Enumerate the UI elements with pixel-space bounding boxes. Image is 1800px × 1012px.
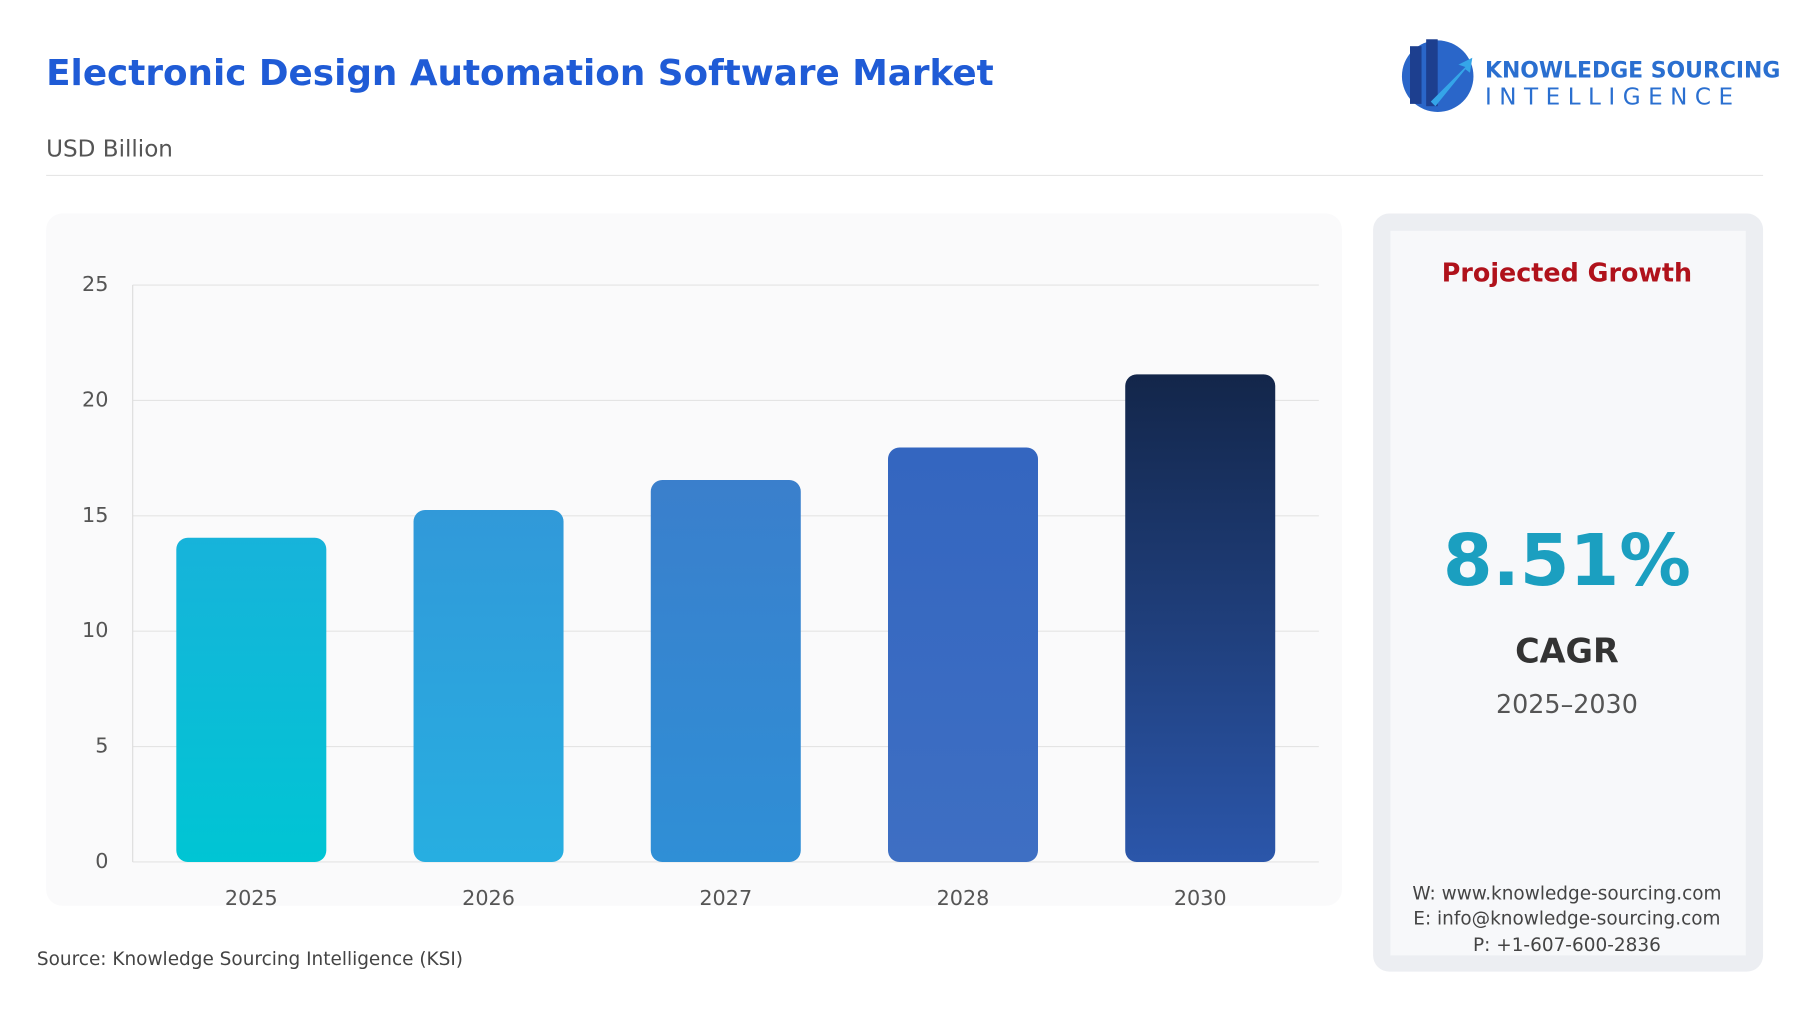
source: Source: Knowledge Sourcing Intelligence …	[37, 949, 463, 970]
y-tick-label: 10	[82, 618, 108, 642]
cagr-label: CAGR	[1515, 632, 1619, 671]
contact: W: www.knowledge-sourcing.com	[1412, 883, 1721, 904]
y-tick-label: 15	[82, 503, 108, 527]
y-tick-label: 0	[95, 849, 108, 873]
contact: P: +1-607-600-2836	[1473, 935, 1661, 956]
bar	[650, 480, 801, 862]
bar	[888, 447, 1038, 862]
cagr-value: 8.51%	[1443, 519, 1691, 602]
contact: E: info@knowledge-sourcing.com	[1413, 909, 1720, 930]
logo: KNOWLEDGE SOURCING INTELLIGENCE	[1401, 39, 1780, 112]
bar	[1125, 374, 1276, 862]
panel-heading: Projected Growth	[1442, 258, 1692, 288]
logo-text: KNOWLEDGE SOURCING	[1485, 59, 1780, 84]
x-tick-label: 2027	[699, 886, 752, 910]
y-tick-label: 25	[82, 272, 108, 296]
logo-mark	[1410, 46, 1422, 104]
x-tick-label: 2026	[462, 886, 515, 910]
x-tick-label: 2030	[1174, 886, 1227, 910]
subtitle: USD Billion	[46, 137, 173, 163]
bar	[176, 537, 327, 862]
cagr-period: 2025–2030	[1496, 689, 1638, 719]
x-tick-label: 2028	[937, 886, 990, 910]
y-tick-label: 5	[95, 734, 108, 758]
logo-mark	[1430, 57, 1473, 107]
y-tick-label: 20	[82, 387, 108, 411]
logo-mark	[1426, 39, 1438, 107]
logo-text: INTELLIGENCE	[1485, 85, 1741, 111]
x-tick-label: 2025	[225, 886, 278, 910]
side-panel-inner	[1390, 230, 1746, 956]
title: Electronic Design Automation Software Ma…	[46, 53, 994, 94]
bar	[413, 510, 564, 862]
